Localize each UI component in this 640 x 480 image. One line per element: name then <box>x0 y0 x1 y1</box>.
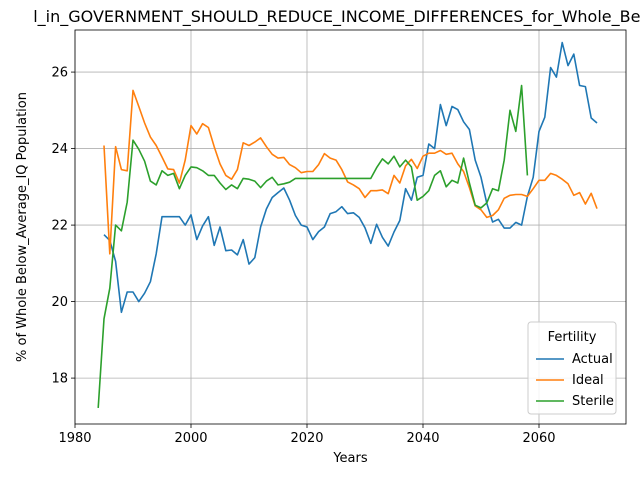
x-tick-label: 2040 <box>406 431 439 446</box>
y-tick-label: 22 <box>51 219 68 234</box>
y-tick-label: 26 <box>51 66 68 81</box>
series-lines <box>97 41 598 408</box>
legend-items: Actual Ideal Sterile <box>536 352 614 409</box>
legend: Fertility Actual Ideal Sterile <box>527 321 617 415</box>
y-tick-label: 24 <box>51 142 68 157</box>
series-line-actual <box>103 41 598 314</box>
x-tick-label: 2000 <box>174 431 207 446</box>
plot-frame <box>74 29 627 425</box>
y-axis-ticks: 18 20 22 24 26 <box>51 66 75 387</box>
grid <box>74 30 626 424</box>
x-axis-label: Years <box>332 451 368 466</box>
legend-label-actual: Actual <box>572 352 613 367</box>
legend-box <box>527 321 617 415</box>
legend-label-sterile: Sterile <box>572 394 614 409</box>
x-tick-label: 2020 <box>290 431 323 446</box>
y-tick-label: 18 <box>51 372 68 387</box>
x-axis-ticks: 1980 2000 2020 2040 2060 <box>58 424 556 446</box>
chart-title: l_in_GOVERNMENT_SHOULD_REDUCE_INCOME_DIF… <box>33 7 640 27</box>
series-line-sterile <box>97 84 529 408</box>
series-line-ideal <box>103 89 598 255</box>
legend-title: Fertility <box>548 330 597 345</box>
y-axis-label: % of Whole Below_Average_IQ Population <box>15 92 30 362</box>
x-tick-label: 2060 <box>522 431 555 446</box>
y-tick-label: 20 <box>51 295 68 310</box>
legend-label-ideal: Ideal <box>572 373 604 388</box>
x-tick-label: 1980 <box>58 431 91 446</box>
